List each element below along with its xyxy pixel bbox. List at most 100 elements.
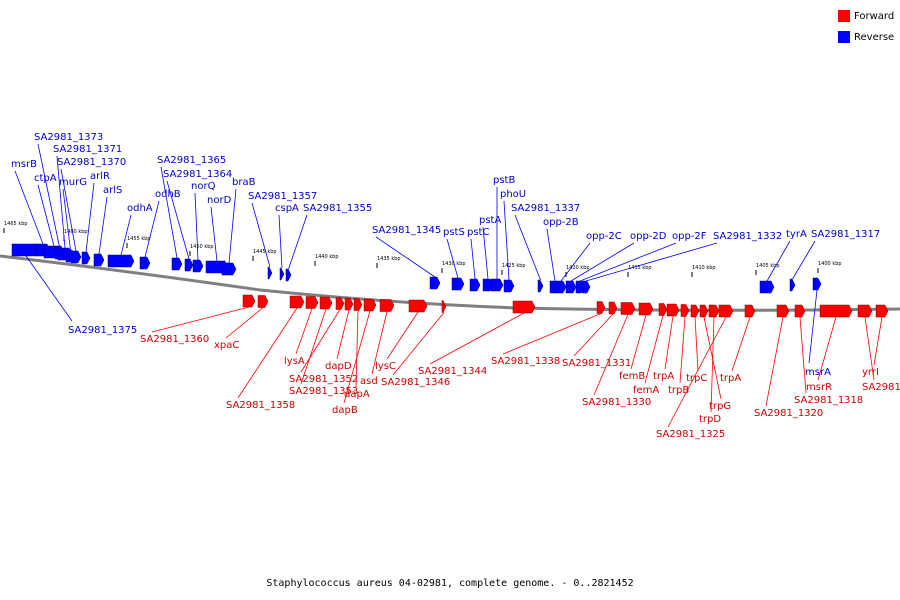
forward-gene[interactable]	[794, 304, 806, 318]
forward-gene[interactable]	[335, 297, 345, 310]
forward-gene[interactable]	[512, 300, 536, 314]
reverse-gene[interactable]	[93, 253, 105, 267]
forward-gene[interactable]	[699, 304, 709, 318]
forward-gene-label: SA2981_1331	[562, 358, 631, 369]
scale-tick-label: 1460 kbp	[64, 229, 88, 235]
forward-gene[interactable]	[638, 302, 654, 316]
gene-leader	[386, 311, 419, 360]
reverse-gene-label: norD	[207, 195, 232, 206]
gene-leader	[585, 242, 718, 282]
forward-gene-label: asd	[360, 376, 378, 387]
gene-leader	[228, 188, 237, 264]
forward-gene[interactable]	[666, 303, 680, 317]
scale-tick-label: 1415 kbp	[628, 265, 652, 271]
gene-leader	[864, 316, 875, 381]
reverse-gene[interactable]	[171, 257, 183, 271]
reverse-gene[interactable]	[555, 280, 567, 294]
reverse-gene[interactable]	[139, 256, 151, 270]
reverse-gene[interactable]	[812, 277, 822, 291]
forward-gene[interactable]	[441, 300, 447, 313]
forward-gene-label: lysC	[375, 361, 396, 372]
forward-gene-label: SA2981_1344	[418, 366, 487, 377]
forward-gene-label: dapB	[332, 405, 358, 416]
reverse-gene-label: pstC	[467, 227, 489, 238]
gene-leader	[392, 312, 445, 376]
reverse-gene[interactable]	[221, 262, 237, 276]
forward-gene-label: SA2981_1346	[381, 377, 450, 388]
scale-tick-label: 1405 kbp	[756, 263, 780, 269]
forward-gene[interactable]	[620, 302, 636, 315]
reverse-gene[interactable]	[81, 251, 91, 265]
gene-leader	[251, 202, 271, 268]
reverse-gene-label: SA2981_1317	[811, 229, 880, 240]
reverse-gene[interactable]	[469, 278, 481, 292]
forward-gene[interactable]	[408, 299, 428, 313]
forward-gene[interactable]	[718, 304, 734, 318]
reverse-gene[interactable]	[192, 259, 204, 273]
forward-gene[interactable]	[708, 304, 720, 318]
forward-gene[interactable]	[305, 296, 319, 309]
gene-leader	[225, 307, 264, 339]
gene-leader	[295, 308, 313, 355]
forward-gene[interactable]	[690, 304, 700, 318]
forward-gene[interactable]	[344, 297, 354, 311]
reverse-gene[interactable]	[503, 279, 515, 293]
reverse-labels: SA2981_1375msrBctpASA2981_1373SA2981_137…	[11, 132, 880, 378]
reverse-gene[interactable]	[279, 267, 285, 281]
reverse-gene[interactable]	[581, 280, 591, 294]
forward-gene[interactable]	[658, 303, 668, 316]
forward-gene[interactable]	[857, 304, 873, 318]
forward-gene[interactable]	[257, 295, 269, 308]
gene-leader	[62, 188, 71, 251]
legend-reverse[interactable]: Reverse	[838, 30, 894, 44]
legend-forward[interactable]: Forward	[838, 9, 894, 23]
forward-gene-label: SA2981_1314	[862, 382, 900, 393]
gene-leader	[766, 240, 791, 282]
forward-gene[interactable]	[319, 296, 333, 310]
forward-gene[interactable]	[680, 304, 690, 317]
forward-gene[interactable]	[776, 304, 790, 318]
forward-gene[interactable]	[379, 299, 395, 312]
gene-leader	[792, 240, 816, 280]
gene-leader	[694, 316, 699, 372]
reverse-gene[interactable]	[759, 280, 775, 294]
reverse-gene[interactable]	[451, 277, 465, 291]
forward-gene[interactable]	[608, 301, 618, 315]
reverse-gene-label: arlR	[90, 171, 110, 182]
reverse-gene-label: tyrA	[786, 229, 807, 240]
reverse-gene[interactable]	[565, 280, 577, 294]
gene-leader	[336, 309, 350, 360]
forward-gene-label: SA2981_1320	[754, 408, 823, 419]
reverse-gene[interactable]	[285, 268, 292, 282]
forward-gene[interactable]	[353, 298, 363, 311]
reverse-gene[interactable]	[70, 250, 82, 264]
reverse-gene-label: SA2981_1364	[163, 169, 232, 180]
reverse-gene[interactable]	[537, 279, 544, 293]
forward-gene[interactable]	[744, 304, 756, 318]
reverse-gene-label: SA2981_1375	[68, 325, 137, 336]
reverse-gene[interactable]	[107, 254, 135, 268]
gene-leader	[514, 214, 541, 281]
reverse-gene-label: odhB	[155, 189, 181, 200]
scale-tick-label: 1400 kbp	[818, 261, 842, 267]
gene-leader	[593, 314, 629, 396]
reverse-gene-label: SA2981_1365	[157, 155, 226, 166]
forward-gene[interactable]	[875, 304, 889, 318]
forward-gene[interactable]	[819, 304, 853, 318]
gene-leader	[560, 242, 591, 282]
forward-gene[interactable]	[363, 298, 377, 312]
gene-leader	[300, 309, 341, 373]
forward-gene[interactable]	[596, 301, 606, 314]
forward-gene[interactable]	[289, 295, 305, 309]
reverse-gene[interactable]	[267, 266, 273, 280]
gene-leader	[502, 313, 602, 355]
reverse-gene[interactable]	[184, 258, 194, 272]
forward-gene[interactable]	[242, 294, 256, 308]
forward-gene-label: trpB	[668, 385, 689, 396]
reverse-gene[interactable]	[490, 278, 504, 292]
reverse-gene[interactable]	[429, 276, 441, 290]
gene-leader	[546, 228, 556, 282]
reverse-gene[interactable]	[789, 278, 796, 292]
forward-gene-label: SA2981_1318	[794, 395, 863, 406]
